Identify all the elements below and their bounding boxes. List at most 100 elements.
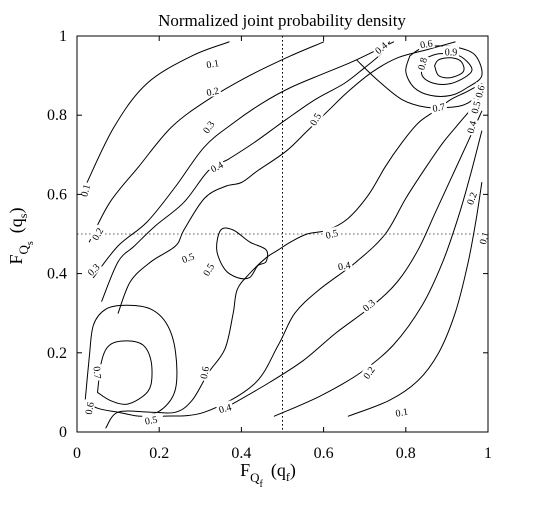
y-tick-label: 0.4	[47, 266, 67, 283]
contour-label-text: 0.4	[218, 402, 233, 416]
contour-label-text: 0.4	[466, 120, 480, 135]
y-tick-label: 0.6	[47, 186, 67, 203]
contour-label-bg	[359, 362, 378, 383]
contour-label-bg	[206, 157, 227, 175]
contour-label: 0.2	[359, 362, 378, 383]
contour-label: 0.6	[82, 399, 97, 417]
contour-lines	[84, 41, 483, 429]
contour-line-0-2	[88, 41, 325, 243]
contour-label-bg	[467, 98, 483, 117]
contour-label-text: 0.2	[465, 191, 480, 207]
contour-label: 0.1	[77, 181, 93, 200]
x-axis-ticks: 0 0.2 0.4 0.6 0.8 1	[73, 36, 492, 462]
contour-label-text: 0.2	[90, 226, 106, 242]
contour-label: 0.3	[358, 295, 379, 315]
contour-label-bg	[443, 45, 459, 57]
contour-label: 0.2	[203, 83, 222, 99]
x-tick-label: 0.4	[231, 445, 251, 462]
contour-label-text: 0.3	[361, 298, 378, 314]
contour-label-text: 0.8	[416, 56, 430, 71]
contour-label-bg	[414, 54, 430, 73]
contour-label-text: 0.7	[90, 366, 102, 379]
x-axis-label: FQf(qf)	[240, 460, 296, 490]
contour-label: 0.8	[414, 54, 430, 73]
contour-label-text: 0.4	[209, 160, 225, 176]
contour-label-text: 0.6	[419, 38, 433, 51]
contour-label-bg	[197, 363, 211, 382]
contour-label-bg	[322, 226, 341, 241]
contour-label-bg	[142, 412, 160, 427]
contour-label-text: 0.5	[470, 100, 484, 115]
contour-label-bg	[358, 295, 379, 315]
contour-line-0-5	[117, 41, 456, 314]
contour-line-0-3	[224, 110, 483, 409]
contour-labels: 0.10.20.30.40.50.4 0.60.90.80.70.60.50.40…	[77, 36, 492, 428]
contour-label: 0.5	[199, 259, 217, 280]
contour-label-text: 0.2	[206, 86, 221, 99]
contour-label-text: 0.6	[474, 84, 488, 99]
contour-label: 0.4	[206, 157, 227, 176]
contour-label-bg	[463, 117, 479, 137]
contour-label-bg	[82, 399, 96, 417]
contour-label: 0.1	[203, 56, 222, 71]
contour-label: 0.4	[215, 400, 235, 416]
contour-line-0-5	[105, 83, 483, 429]
y-axis-ticks: 0 0.2 0.4 0.6 0.8 1	[47, 28, 488, 441]
chart-title: Normalized joint probability density	[158, 11, 406, 30]
contour-label: 0.7	[90, 364, 105, 382]
contour-label-text: 0.5	[308, 112, 324, 128]
x-tick-label: 0.2	[149, 445, 169, 462]
contour-label-bg	[199, 259, 217, 280]
y-tick-label: 0	[59, 424, 67, 441]
contour-label-bg	[91, 364, 105, 382]
contour-label-text: 0.3	[86, 262, 103, 279]
reference-lines	[77, 36, 488, 432]
contour-label: 0.5	[306, 109, 324, 129]
contour-label: 0.6	[197, 363, 212, 382]
contour-label: 0.4	[463, 117, 480, 137]
contour-label: 0.2	[88, 224, 106, 244]
contour-line-0-1	[84, 41, 230, 187]
contour-line-0-6	[356, 59, 483, 109]
x-tick-label: 1	[484, 445, 492, 462]
y-tick-label: 0.8	[47, 107, 67, 124]
plot-frame	[76, 35, 489, 433]
contour-label: 0.6	[417, 36, 436, 51]
contour-label: 0.5	[467, 98, 484, 117]
contour-label-text: 0.6	[199, 366, 212, 380]
x-tick-label: 0	[73, 445, 81, 462]
contour-label-bg	[476, 228, 491, 248]
contour-label-bg	[417, 36, 436, 51]
contour-label-bg	[429, 100, 448, 114]
contour-line-0-5	[216, 227, 269, 280]
contour-line-0-3	[92, 41, 394, 279]
contour-label-text: 0.1	[79, 183, 93, 198]
contour-line-0-1	[347, 182, 483, 417]
contour-label: 0.3	[198, 117, 218, 137]
contour-label: 0.5	[142, 412, 160, 428]
contour-label: 0.4	[371, 38, 391, 57]
contour-label-bg	[335, 258, 353, 273]
contour-line-0-9	[434, 57, 465, 79]
contour-label-text: 0.4	[373, 40, 390, 56]
contour-label: 0.1	[392, 404, 411, 420]
contour-label-bg	[198, 117, 218, 137]
y-tick-label: 1	[59, 28, 67, 45]
contour-line-0-2	[273, 130, 483, 417]
contour-line-0-7	[97, 340, 153, 405]
contour-label: 0.3	[83, 259, 103, 279]
contour-label: 0.1	[476, 228, 492, 248]
contour-label-text: 0.5	[201, 262, 217, 278]
contour-label-text: 0.1	[395, 407, 409, 420]
contour-line-0-4	[101, 41, 390, 302]
x-tick-label: 0.6	[314, 445, 334, 462]
contour-label-text: 0.5	[181, 251, 197, 266]
contour-label-bg	[306, 109, 324, 129]
contour-label-text: 0.4	[337, 260, 351, 273]
contour-label-bg	[178, 249, 198, 266]
contour-label-bg	[88, 224, 106, 244]
contour-label: 0.6	[471, 82, 488, 101]
contour-label-text: 0.6	[84, 401, 97, 415]
